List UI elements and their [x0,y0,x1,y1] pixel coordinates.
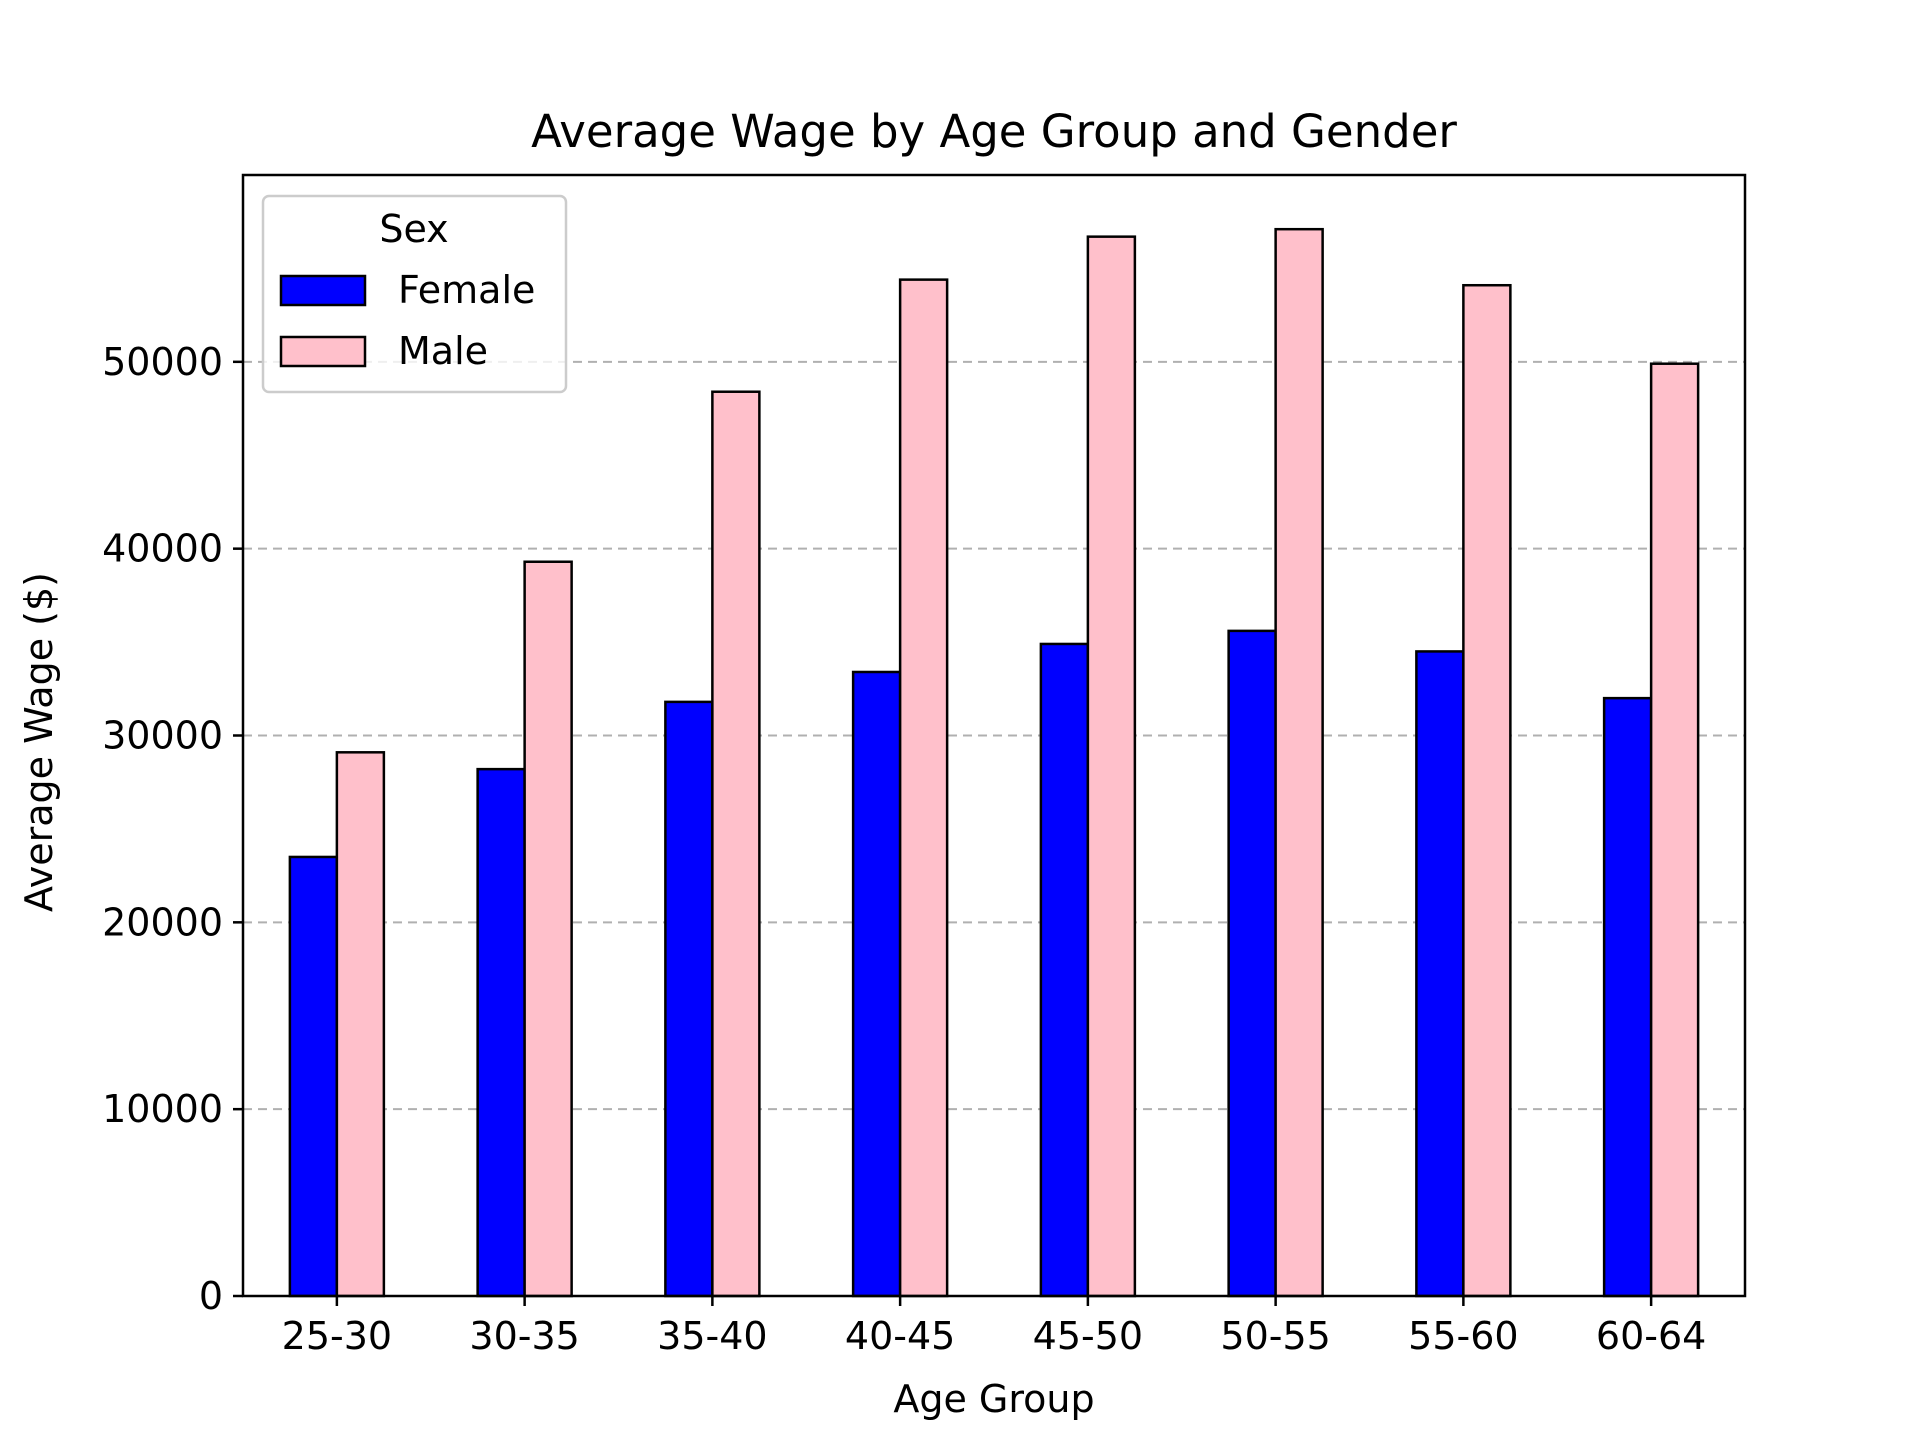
bar-female-35-40 [664,700,714,1298]
x-tick-label: 40-45 [845,1314,955,1358]
bar-male-50-55 [1274,227,1324,1298]
bar-female-45-50 [1039,642,1090,1298]
x-axis-ticks: 25-30 30-35 35-40 40-45 45-50 50-55 55-60 60-64 [282,1296,1706,1358]
bar-female-25-30 [288,855,339,1298]
chart-title: Average Wage by Age Group and Gender [531,105,1457,158]
x-tick-label: 25-30 [282,1314,392,1358]
legend-swatch-male [279,335,367,368]
bar-male-25-30 [335,751,386,1298]
x-axis-label: Age Group [893,1377,1094,1421]
x-tick-label: 35-40 [657,1314,767,1358]
x-tick-label: 30-35 [469,1314,579,1358]
y-tick-label: 20000 [102,900,223,944]
bar-male-55-60 [1462,283,1512,1298]
legend-label-female: Female [398,268,535,312]
y-axis-label: Average Wage ($) [17,572,61,912]
y-tick-label: 50000 [102,340,223,384]
gridlines [243,360,1745,1111]
bar-male-35-40 [711,390,761,1298]
y-tick-label: 40000 [102,527,223,571]
bar-male-60-64 [1649,362,1700,1298]
legend-items: Female Male [279,268,535,373]
bar-female-40-45 [851,670,902,1298]
bars [288,227,1700,1298]
bar-female-50-55 [1227,629,1277,1298]
x-tick-label: 55-60 [1408,1314,1518,1358]
bar-female-55-60 [1415,650,1465,1298]
legend-swatch-female [279,274,367,307]
bar-female-60-64 [1602,696,1653,1298]
legend-label-male: Male [398,329,488,373]
legend-title: Sex [379,207,448,251]
bar-male-45-50 [1086,235,1137,1298]
x-tick-label: 50-55 [1220,1314,1330,1358]
bar-male-40-45 [898,278,949,1298]
bar-female-30-35 [476,767,526,1298]
y-tick-label: 30000 [102,714,223,758]
x-tick-label: 60-64 [1596,1314,1706,1358]
y-tick-label: 10000 [102,1087,223,1131]
x-tick-label: 45-50 [1033,1314,1143,1358]
bar-male-30-35 [523,560,573,1298]
y-axis-ticks: 0 10000 20000 30000 40000 50000 [102,340,243,1318]
legend: Sex Female Male [261,194,568,394]
y-tick-label: 0 [199,1274,223,1318]
